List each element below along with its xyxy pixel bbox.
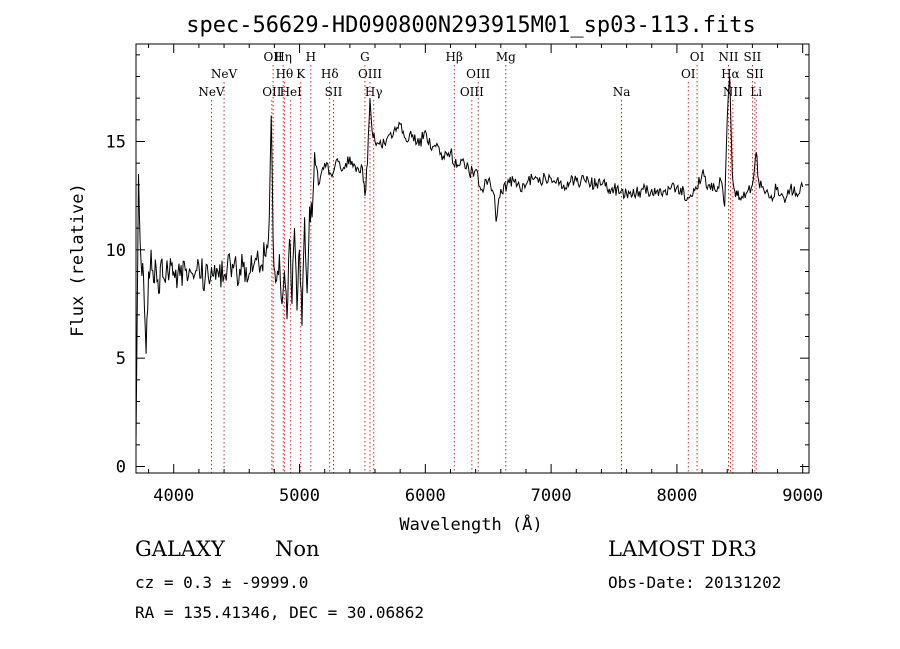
line-marker-label: Hθ — [276, 67, 294, 81]
line-marker-label: OI — [690, 50, 705, 64]
x-tick-label: 5000 — [279, 486, 320, 506]
x-tick-label: 6000 — [405, 486, 446, 506]
axes: 4000 5000 6000 7000 8000 9000 0 5 10 15 — [106, 43, 823, 506]
line-marker-label: K — [296, 67, 306, 81]
x-axis-label: Wavelength (Å) — [399, 513, 542, 535]
line-marker-label: OII — [263, 50, 283, 64]
survey-name: LAMOST DR3 — [608, 537, 757, 561]
line-marker-label: Hα — [721, 67, 740, 81]
line-marker-label: G — [360, 50, 370, 64]
line-marker-label: OIII — [358, 67, 382, 81]
y-tick-label: 10 — [106, 241, 126, 261]
object-subclass: Non — [275, 537, 320, 561]
redshift-text: cz = 0.3 ± -9999.0 — [135, 573, 309, 592]
line-marker-label: Hδ — [321, 67, 339, 81]
y-tick-label: 15 — [106, 133, 126, 153]
observation-date: Obs-Date: 20131202 — [608, 573, 782, 592]
line-marker-label: OIII — [460, 85, 484, 99]
line-marker-label: OI — [681, 67, 696, 81]
coordinates-text: RA = 135.41346, DEC = 30.06862 — [135, 603, 424, 622]
y-tick-label: 0 — [116, 458, 126, 478]
line-marker-label: Li — [750, 85, 762, 99]
line-marker-label: NII — [723, 85, 743, 99]
y-axis-label: Flux (relative) — [68, 183, 88, 337]
line-marker-label: Hγ — [365, 85, 383, 99]
line-marker-label: NII — [718, 50, 738, 64]
line-marker-label: OII — [262, 85, 282, 99]
line-marker-label: OIII — [466, 67, 490, 81]
y-tick-label: 5 — [116, 349, 126, 369]
x-tick-label: 9000 — [782, 486, 823, 506]
line-marker-label: SII — [746, 67, 764, 81]
x-tick-label: 7000 — [531, 486, 572, 506]
x-tick-label: 8000 — [656, 486, 697, 506]
line-marker-label: SII — [325, 85, 343, 99]
object-class: GALAXY — [135, 537, 225, 561]
spectrum-series — [135, 76, 804, 445]
x-tick-label: 4000 — [153, 486, 194, 506]
spectrum-line — [135, 76, 804, 445]
line-markers: NeVNeVOIIOIIHηHθHeIKHHδSIIGOIIIHγHβOIIIO… — [198, 50, 764, 473]
line-marker-label: Na — [613, 85, 631, 99]
line-marker-label: NeV — [198, 85, 225, 99]
line-marker-label: NeV — [211, 67, 238, 81]
line-marker-label: Hβ — [446, 50, 463, 64]
chart-title: spec-56629-HD090800N293915M01_sp03-113.f… — [186, 13, 756, 38]
line-marker-label: Hη — [274, 50, 292, 64]
line-marker-label: Mg — [496, 50, 516, 64]
line-marker-label: HeI — [280, 85, 303, 99]
line-marker-label: SII — [744, 50, 762, 64]
plot-frame — [135, 43, 810, 474]
line-marker-label: H — [306, 50, 316, 64]
